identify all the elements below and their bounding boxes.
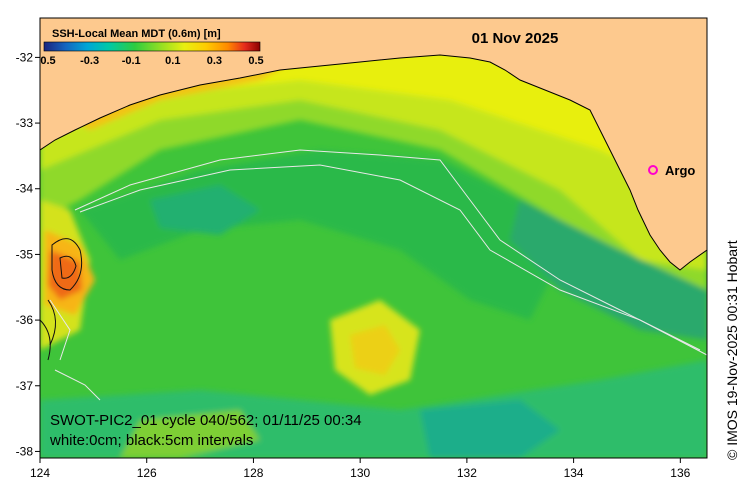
argo-marker-icon <box>648 165 658 175</box>
x-tick-label: 128 <box>243 466 263 480</box>
colorbar-tick-label: 0.5 <box>248 55 263 67</box>
y-tick-label: -35 <box>16 247 34 261</box>
x-tick-label: 124 <box>30 466 50 480</box>
x-axis: 124 126 128 130 132 134 136 <box>30 458 691 480</box>
colorbar-ramp <box>43 41 261 52</box>
x-tick-label: 130 <box>350 466 370 480</box>
y-tick-label: -33 <box>16 116 34 130</box>
y-tick-label: -38 <box>16 444 34 458</box>
coastline <box>40 54 707 271</box>
x-tick-label: 126 <box>137 466 157 480</box>
caption-line-1: SWOT-PIC2_01 cycle 040/562; 01/11/25 00:… <box>50 412 362 429</box>
y-tick-label: -32 <box>16 50 34 64</box>
argo-label: Argo <box>665 163 695 178</box>
x-tick-label: 132 <box>457 466 477 480</box>
colorbar-title: SSH-Local Mean MDT (0.6m) [m] <box>52 28 221 40</box>
y-axis: -32 -33 -34 -35 -36 -37 -38 <box>16 50 40 458</box>
plot-frame <box>39 17 708 459</box>
y-tick-label: -37 <box>16 379 34 393</box>
credit-text: © IMOS 19-Nov-2025 00:31 Hobart <box>724 240 740 460</box>
caption-line-2: white:0cm; black:5cm intervals <box>49 432 253 449</box>
y-tick-label: -34 <box>16 182 34 196</box>
colorbar-tick-label: 0.5 <box>40 55 55 67</box>
colorbar-tick-label: -0.1 <box>122 55 141 67</box>
x-tick-label: 134 <box>564 466 584 480</box>
x-tick-label: 136 <box>670 466 690 480</box>
map-date: 01 Nov 2025 <box>472 30 559 47</box>
colorbar-tick-label: 0.1 <box>165 55 180 67</box>
colorbar-tick-label: -0.3 <box>80 55 99 67</box>
y-tick-label: -36 <box>16 313 34 327</box>
colorbar-tick-label: 0.3 <box>207 55 222 67</box>
colorbar: SSH-Local Mean MDT (0.6m) [m] 0.5 -0.3 -0.… <box>40 28 263 67</box>
black-contours <box>40 238 83 361</box>
white-contours <box>49 149 707 401</box>
plot-area: Argo <box>40 18 707 458</box>
australian-landmass <box>40 18 707 270</box>
